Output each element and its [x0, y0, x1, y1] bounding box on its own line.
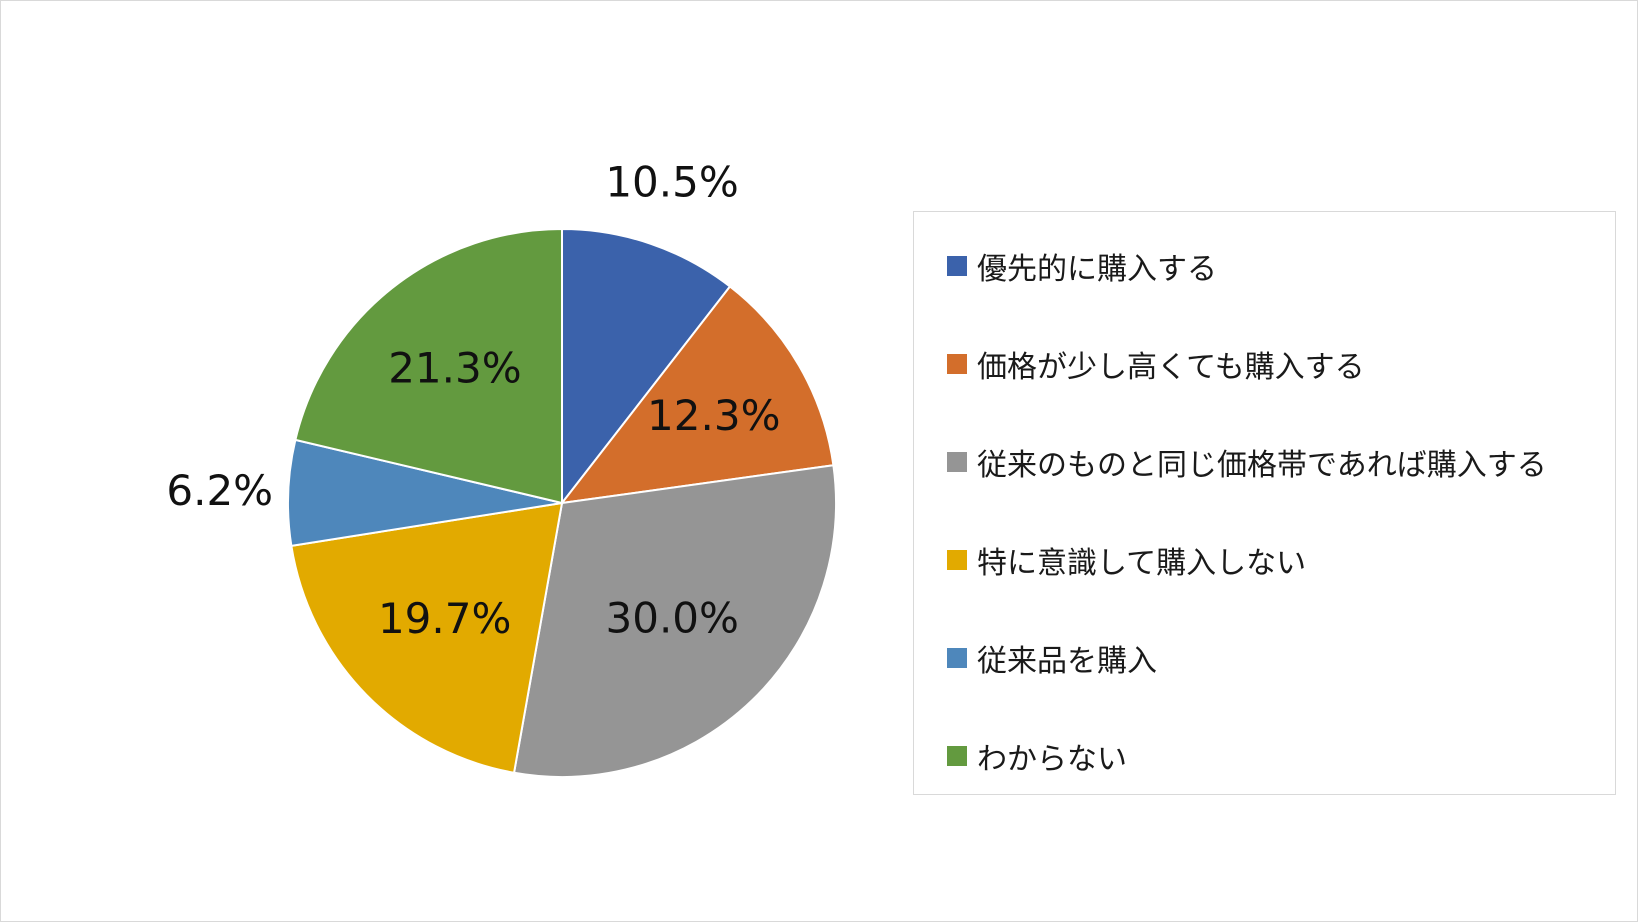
data-label: 12.3%	[647, 391, 780, 440]
legend-item: 従来のものと同じ価格帯であれば購入する	[947, 442, 1547, 483]
legend-item: 従来品を購入	[947, 638, 1157, 679]
pie-slices	[287, 227, 837, 778]
pie-slice	[294, 227, 563, 505]
legend-label: 価格が少し高くても購入する	[977, 350, 1365, 385]
pie-slice	[561, 227, 732, 506]
legend-label: 優先的に購入する	[977, 252, 1217, 287]
legend-item: 優先的に購入する	[947, 246, 1217, 287]
legend-swatch	[947, 452, 967, 472]
legend-item: 特に意識して購入しない	[947, 540, 1307, 581]
data-label: 19.7%	[378, 594, 511, 643]
data-label: 10.5%	[605, 158, 738, 207]
legend-swatch	[947, 354, 967, 374]
pie-slice	[290, 501, 564, 774]
legend-label: 特に意識して購入しない	[977, 546, 1307, 581]
pie-slice	[512, 464, 837, 778]
legend-swatch	[947, 746, 967, 766]
data-label: 21.3%	[388, 344, 521, 393]
legend-item: わからない	[947, 736, 1127, 777]
legend: 優先的に購入する 価格が少し高くても購入する 従来のものと同じ価格帯であれば購入…	[913, 211, 1616, 795]
legend-swatch	[947, 256, 967, 276]
legend-item: 価格が少し高くても購入する	[947, 344, 1365, 385]
pie-data-labels: 10.5% 12.3% 30.0% 19.7% 6.2% 21.3%	[166, 158, 780, 644]
data-label: 6.2%	[166, 466, 273, 515]
legend-label: 従来のものと同じ価格帯であれば購入する	[977, 448, 1547, 483]
legend-swatch	[947, 648, 967, 668]
data-label: 30.0%	[606, 593, 739, 642]
legend-label: わからない	[977, 742, 1127, 777]
legend-swatch	[947, 550, 967, 570]
pie-slice	[559, 285, 835, 505]
legend-label: 従来品を購入	[977, 644, 1157, 679]
